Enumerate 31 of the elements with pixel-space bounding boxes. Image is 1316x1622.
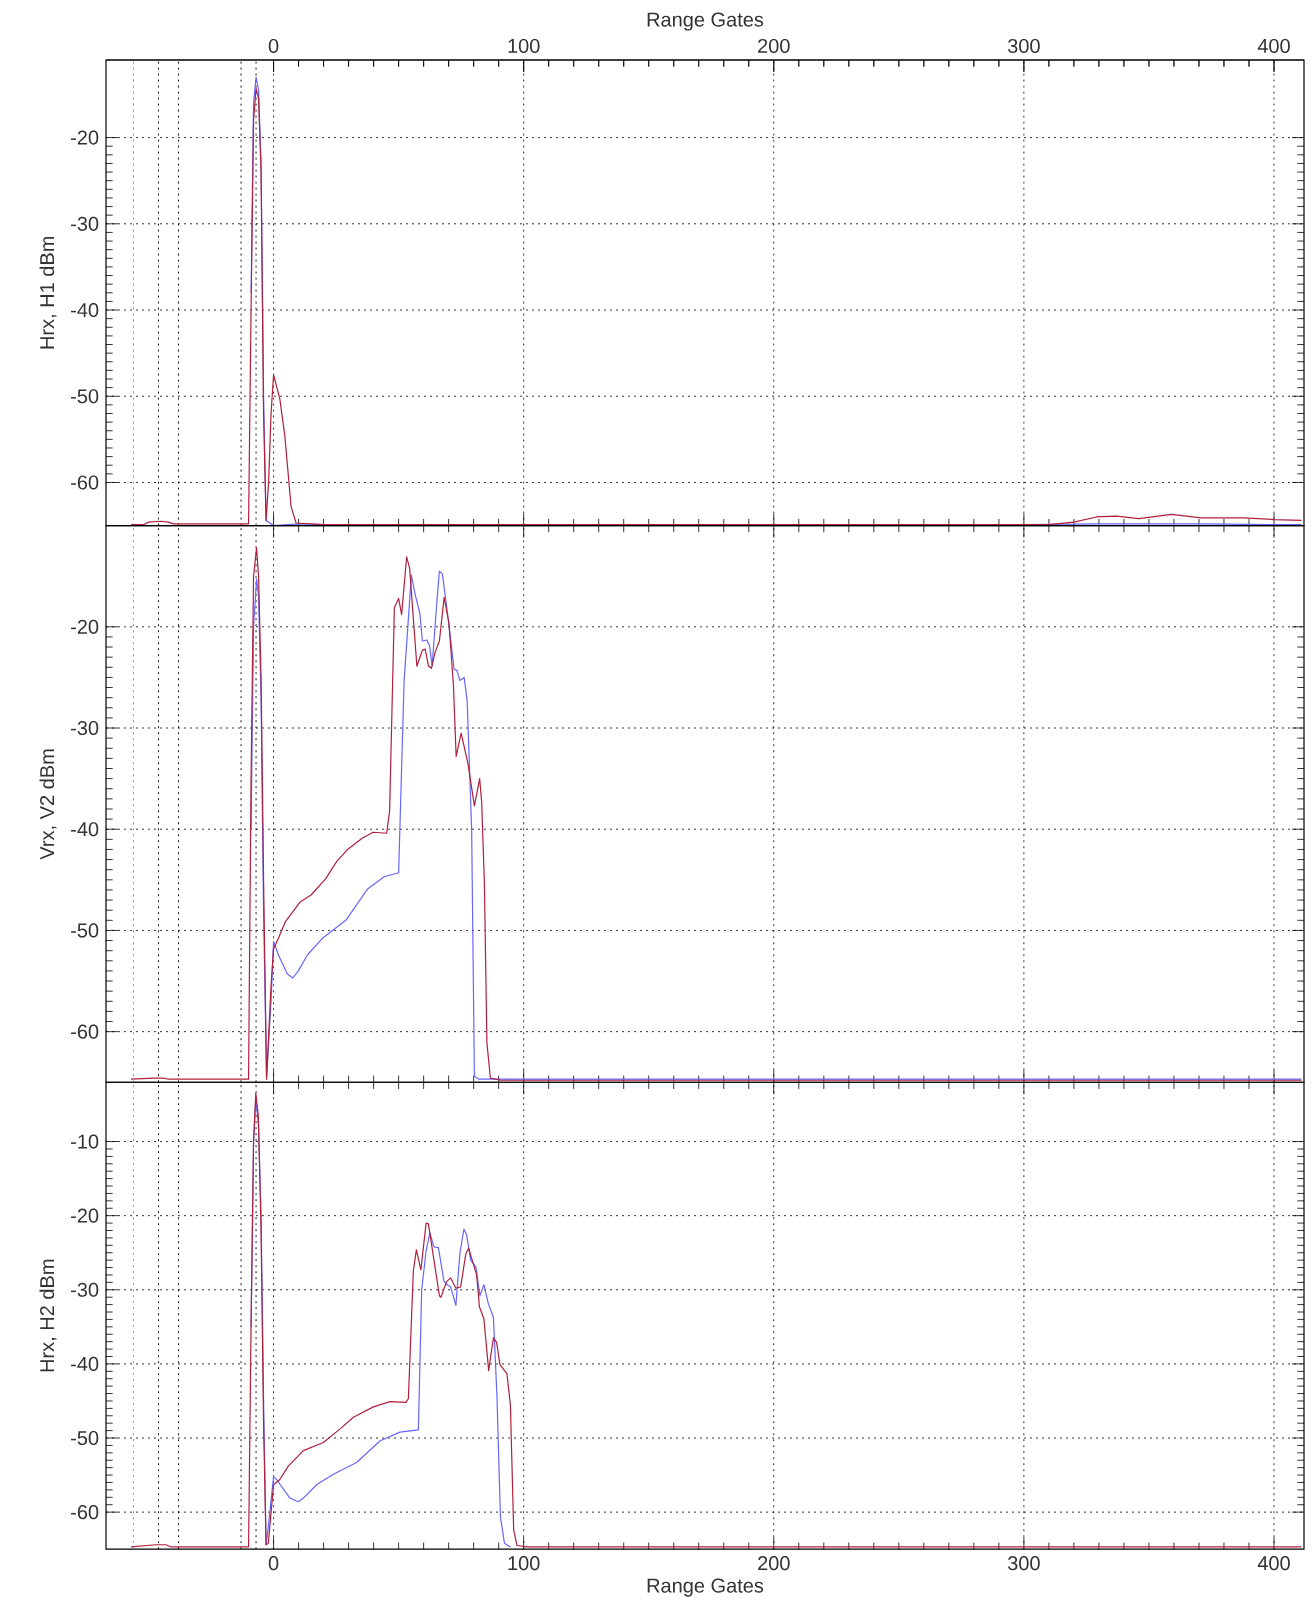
x-tick-label: 0 — [268, 1556, 279, 1571]
y-tick-label: -10 — [71, 1134, 99, 1149]
x-tick-label: 400 — [1257, 1556, 1290, 1571]
y-tick-label: -60 — [71, 475, 99, 490]
x-axis-title: Range Gates — [647, 1578, 764, 1597]
y-tick-label: -60 — [71, 1505, 99, 1520]
x2-tick-label: 100 — [508, 38, 540, 54]
y-tick-label: -40 — [71, 822, 99, 837]
y-tick-label: -30 — [71, 216, 99, 231]
y-tick-label: -30 — [71, 720, 99, 736]
x-tick-label: 300 — [1007, 1556, 1040, 1571]
y-tick-label: -50 — [71, 389, 99, 404]
y-tick-label: -50 — [71, 923, 99, 938]
y-tick-label: -20 — [71, 1208, 99, 1223]
x2-tick-label: 200 — [758, 38, 790, 54]
x2-axis-title: Range Gates — [647, 12, 764, 31]
y-axis-title: Hrx, H2 dBm — [39, 1259, 57, 1372]
x-tick-label: 100 — [508, 1556, 540, 1571]
y-axis-title: Hrx, H1 dBm — [39, 236, 57, 349]
y-tick-label: -20 — [71, 130, 99, 145]
x2-tick-label: 400 — [1257, 38, 1290, 54]
x2-tick-label: 0 — [268, 38, 279, 54]
x-tick-label: 200 — [758, 1556, 790, 1571]
y-tick-label: -60 — [71, 1024, 99, 1039]
x2-tick-label: 300 — [1007, 38, 1040, 54]
y-tick-label: -20 — [71, 619, 99, 634]
y-tick-label: -40 — [71, 302, 99, 318]
y-axis-title: Vrx, V2 dBm — [39, 749, 57, 860]
y-tick-label: -30 — [71, 1282, 99, 1297]
y-tick-label: -40 — [71, 1356, 99, 1371]
y-tick-label: -50 — [71, 1430, 99, 1446]
